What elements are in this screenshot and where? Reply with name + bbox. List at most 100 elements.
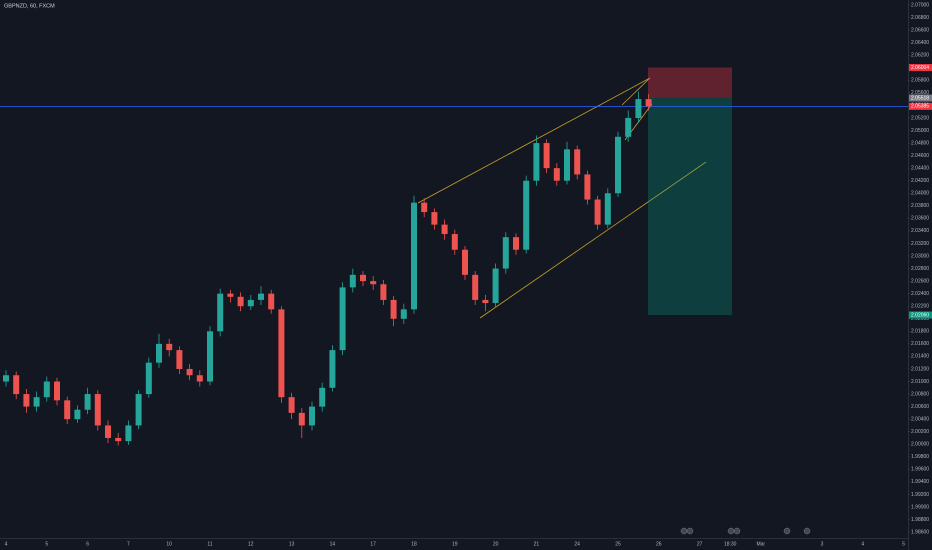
candle-body bbox=[145, 362, 152, 395]
candle-body bbox=[380, 284, 387, 300]
x-tick-label: 26 bbox=[656, 541, 662, 547]
candle-body bbox=[645, 99, 652, 107]
x-tick-label: 14 bbox=[330, 541, 336, 547]
x-tick-label: 24 bbox=[574, 541, 580, 547]
candle-body bbox=[462, 249, 468, 275]
candle-body bbox=[329, 350, 336, 388]
candle-body bbox=[288, 397, 295, 413]
candle-body bbox=[411, 202, 417, 310]
y-tick-label: 2.03200 bbox=[911, 241, 929, 247]
candle-body bbox=[207, 331, 213, 382]
x-tick-label: 12 bbox=[248, 541, 254, 547]
candle-body bbox=[33, 397, 40, 407]
candle-body bbox=[3, 375, 9, 382]
y-tick-label: 2.02800 bbox=[911, 266, 929, 272]
event-icon bbox=[733, 527, 741, 535]
candle-body bbox=[441, 224, 448, 235]
y-tick-label: 2.02600 bbox=[911, 278, 929, 284]
candle-body bbox=[604, 193, 611, 225]
candle-body bbox=[472, 274, 479, 300]
candle-body bbox=[513, 237, 519, 250]
candle-body bbox=[451, 234, 458, 250]
target-zone bbox=[648, 98, 732, 315]
candle-body bbox=[156, 343, 162, 363]
y-tick-label: 2.02200 bbox=[911, 304, 929, 310]
event-icon bbox=[803, 527, 811, 535]
event-icon bbox=[686, 527, 694, 535]
candle-body bbox=[360, 274, 366, 282]
x-tick-label: 4 bbox=[5, 541, 8, 547]
event-icon bbox=[727, 527, 735, 535]
y-tick-label: 2.00800 bbox=[911, 391, 929, 397]
x-tick-label: 6 bbox=[86, 541, 89, 547]
y-tick-label: 2.03800 bbox=[911, 203, 929, 209]
x-tick-label: 21 bbox=[534, 541, 540, 547]
candle-body bbox=[625, 117, 632, 137]
candle-body bbox=[54, 381, 60, 401]
y-tick-label: 2.01600 bbox=[911, 341, 929, 347]
candle-body bbox=[421, 202, 428, 213]
candle-body bbox=[543, 143, 550, 169]
y-tick-label: 2.04800 bbox=[911, 140, 929, 146]
candle-body bbox=[635, 99, 642, 118]
entry-label: 2.05518 bbox=[911, 95, 929, 101]
x-tick-label: 17 bbox=[370, 541, 376, 547]
y-tick-label: 2.01800 bbox=[911, 329, 929, 335]
y-tick-label: 2.07000 bbox=[911, 2, 929, 8]
x-tick-label: Mar bbox=[756, 541, 765, 547]
candle-body bbox=[319, 387, 326, 407]
candle-body bbox=[43, 381, 50, 398]
x-tick-label: 11 bbox=[207, 541, 212, 547]
y-tick-label: 2.06400 bbox=[911, 40, 929, 46]
candle-body bbox=[533, 143, 540, 181]
candle-body bbox=[298, 412, 305, 426]
candle-body bbox=[227, 293, 234, 297]
y-tick-label: 2.01000 bbox=[911, 379, 929, 385]
candle-body bbox=[186, 368, 193, 376]
candle-body bbox=[258, 293, 264, 300]
candle-body bbox=[23, 394, 30, 407]
y-tick-label: 2.02000 bbox=[911, 316, 929, 322]
y-tick-label: 1.99200 bbox=[911, 492, 929, 498]
entry-label-bg bbox=[909, 94, 932, 102]
x-tick-label: 5 bbox=[902, 541, 905, 547]
x-tick-label: 25 bbox=[615, 541, 621, 547]
chart-title: GBPNZD, 60, FXCM bbox=[4, 3, 55, 9]
y-tick-label: 2.06600 bbox=[911, 27, 929, 33]
y-tick-label: 1.98800 bbox=[911, 517, 929, 523]
candle-body bbox=[105, 425, 111, 438]
x-tick-label: 4 bbox=[861, 541, 864, 547]
candle-body bbox=[309, 406, 315, 426]
y-tick-label: 1.98600 bbox=[911, 529, 929, 535]
x-tick-label: 18 bbox=[411, 541, 417, 547]
y-tick-label: 2.05800 bbox=[911, 78, 929, 84]
candle-body bbox=[166, 343, 173, 351]
y-tick-label: 1.99000 bbox=[911, 504, 929, 510]
candle-body bbox=[370, 281, 377, 285]
candle-body bbox=[400, 309, 407, 319]
candle-body bbox=[584, 174, 591, 200]
y-tick-label: 2.00400 bbox=[911, 416, 929, 422]
x-tick-label: 18:30 bbox=[724, 541, 737, 547]
y-tick-label: 2.01200 bbox=[911, 366, 929, 372]
x-tick-label: 27 bbox=[697, 541, 703, 547]
y-tick-label: 2.00600 bbox=[911, 404, 929, 410]
y-tick-label: 2.02400 bbox=[911, 291, 929, 297]
candle-body bbox=[594, 199, 601, 225]
y-tick-label: 2.05000 bbox=[911, 128, 929, 134]
candle-body bbox=[94, 394, 101, 426]
target-label: 2.02060 bbox=[911, 312, 929, 318]
candle-body bbox=[349, 274, 356, 288]
wedge-upper bbox=[621, 77, 651, 106]
candle-body bbox=[502, 237, 509, 269]
event-icons bbox=[680, 527, 811, 535]
y-tick-label: 2.05600 bbox=[911, 90, 929, 96]
event-icon bbox=[680, 527, 688, 535]
stop-label: 2.06004 bbox=[911, 65, 929, 71]
candle-body bbox=[74, 409, 81, 420]
candle-body bbox=[278, 309, 285, 398]
y-tick-label: 1.99600 bbox=[911, 467, 929, 473]
y-tick-label: 2.00200 bbox=[911, 429, 929, 435]
